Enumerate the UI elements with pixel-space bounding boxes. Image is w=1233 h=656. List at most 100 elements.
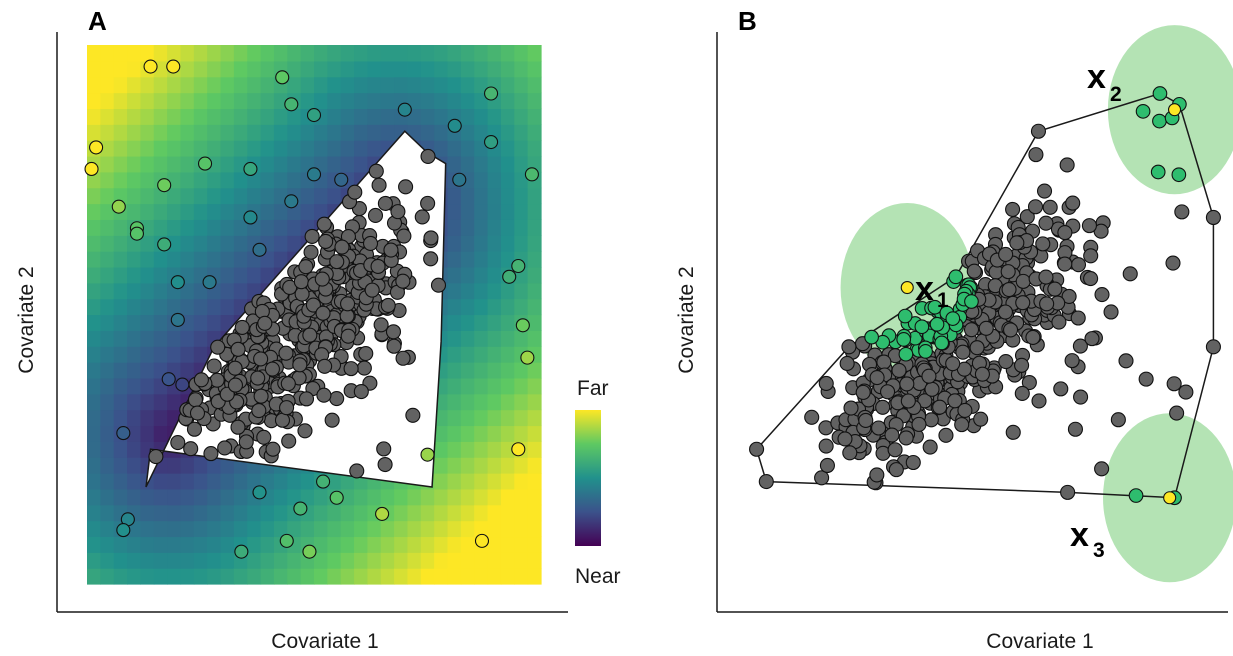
in-sample-point bbox=[423, 251, 439, 267]
heatmap-cell bbox=[380, 76, 395, 94]
heatmap-cell bbox=[447, 568, 462, 585]
heatmap-cell bbox=[407, 536, 422, 553]
heatmap-cell bbox=[500, 377, 515, 395]
in-sample-point bbox=[1083, 248, 1099, 264]
heatmap-cell bbox=[113, 409, 128, 427]
heatmap-cell bbox=[220, 552, 235, 569]
out-of-sample-point bbox=[484, 134, 499, 150]
heatmap-cell bbox=[474, 377, 489, 395]
heatmap-cell bbox=[207, 520, 222, 538]
heatmap-cell bbox=[514, 282, 529, 300]
heatmap-cell bbox=[100, 266, 115, 284]
heatmap-cell bbox=[153, 45, 168, 62]
heatmap-cell bbox=[113, 219, 128, 236]
in-sample-point bbox=[905, 454, 921, 471]
heatmap-cell bbox=[220, 124, 235, 141]
heatmap-cell bbox=[500, 251, 515, 268]
heatmap-cell bbox=[420, 92, 435, 110]
heatmap-cell bbox=[233, 76, 248, 94]
heatmap-cell bbox=[273, 488, 288, 506]
heatmap-cell bbox=[527, 473, 542, 490]
in-sample-point bbox=[340, 328, 356, 344]
heatmap-cell bbox=[207, 536, 222, 553]
heatmap-cell bbox=[153, 346, 168, 363]
heatmap-cell bbox=[474, 346, 489, 363]
heatmap-cell bbox=[153, 568, 168, 585]
heatmap-cell bbox=[460, 266, 475, 284]
heatmap-cell bbox=[354, 568, 369, 585]
in-sample-point bbox=[148, 449, 164, 465]
neighbour-point bbox=[918, 344, 933, 359]
heatmap-cell bbox=[394, 60, 409, 78]
heatmap-cell bbox=[193, 76, 208, 94]
neighbour-point bbox=[1135, 103, 1151, 119]
heatmap-cell bbox=[193, 504, 208, 522]
heatmap-cell bbox=[527, 266, 542, 284]
heatmap-cell bbox=[514, 60, 529, 78]
heatmap-cell bbox=[113, 346, 128, 363]
heatmap-cell bbox=[514, 377, 529, 395]
heatmap-cell bbox=[113, 251, 128, 268]
heatmap-cell bbox=[220, 60, 235, 78]
heatmap-cell bbox=[113, 60, 128, 78]
heatmap-cell bbox=[167, 457, 182, 474]
in-sample-point bbox=[251, 403, 267, 419]
in-sample-point bbox=[1065, 195, 1081, 211]
heatmap-cell bbox=[207, 108, 222, 125]
out-of-sample-point bbox=[306, 108, 322, 123]
heatmap-cell bbox=[487, 473, 502, 490]
heatmap-cell bbox=[500, 330, 515, 347]
in-sample-point bbox=[395, 273, 411, 289]
in-sample-point bbox=[1094, 461, 1110, 477]
in-sample-point bbox=[238, 434, 254, 450]
heatmap-cell bbox=[447, 520, 462, 538]
in-sample-point bbox=[377, 456, 393, 473]
neighbour-point bbox=[1152, 86, 1168, 101]
query-label-x1: x bbox=[915, 270, 934, 308]
heatmap-cell bbox=[514, 457, 529, 474]
out-of-sample-point bbox=[84, 161, 99, 177]
heatmap-cell bbox=[300, 124, 315, 141]
heatmap-cell bbox=[167, 219, 182, 236]
heatmap-cell bbox=[153, 282, 168, 300]
heatmap-cell bbox=[87, 568, 101, 585]
in-sample-point bbox=[1001, 281, 1017, 298]
in-sample-point bbox=[1035, 236, 1051, 252]
in-sample-point bbox=[839, 355, 855, 371]
heatmap-cell bbox=[247, 504, 262, 522]
heatmap-cell bbox=[113, 362, 128, 379]
heatmap-cell bbox=[167, 155, 182, 173]
out-of-sample-points-a bbox=[84, 59, 539, 559]
heatmap-cell bbox=[447, 314, 462, 331]
heatmap-cell bbox=[327, 124, 342, 141]
heatmap-cell bbox=[500, 155, 515, 173]
heatmap-cell bbox=[354, 140, 369, 157]
heatmap-cell bbox=[87, 219, 101, 236]
in-sample-point bbox=[1205, 339, 1221, 355]
heatmap-cell bbox=[180, 504, 195, 522]
heatmap-cell bbox=[87, 76, 101, 94]
in-sample-point bbox=[230, 341, 246, 357]
in-sample-point bbox=[414, 209, 430, 225]
heatmap-cell bbox=[367, 76, 382, 94]
heatmap-cell bbox=[434, 441, 449, 458]
heatmap-cell bbox=[500, 409, 515, 427]
heatmap-cell bbox=[127, 377, 142, 395]
heatmap-cell bbox=[447, 409, 462, 427]
heatmap-cell bbox=[87, 330, 101, 347]
heatmap-cell bbox=[193, 473, 208, 490]
out-of-sample-point bbox=[306, 167, 322, 182]
heatmap-cell bbox=[500, 457, 515, 474]
heatmap-cell bbox=[100, 362, 115, 379]
heatmap-cell bbox=[127, 108, 142, 125]
in-sample-point bbox=[1025, 329, 1041, 345]
heatmap-cell bbox=[420, 520, 435, 538]
out-of-sample-point bbox=[447, 118, 462, 133]
heatmap-cell bbox=[434, 425, 449, 442]
heatmap-cell bbox=[314, 552, 328, 569]
heatmap-cell bbox=[487, 171, 502, 189]
heatmap-cell bbox=[460, 187, 475, 205]
in-sample-point bbox=[887, 442, 903, 458]
heatmap-cell bbox=[87, 536, 101, 553]
heatmap-cell bbox=[474, 108, 489, 125]
